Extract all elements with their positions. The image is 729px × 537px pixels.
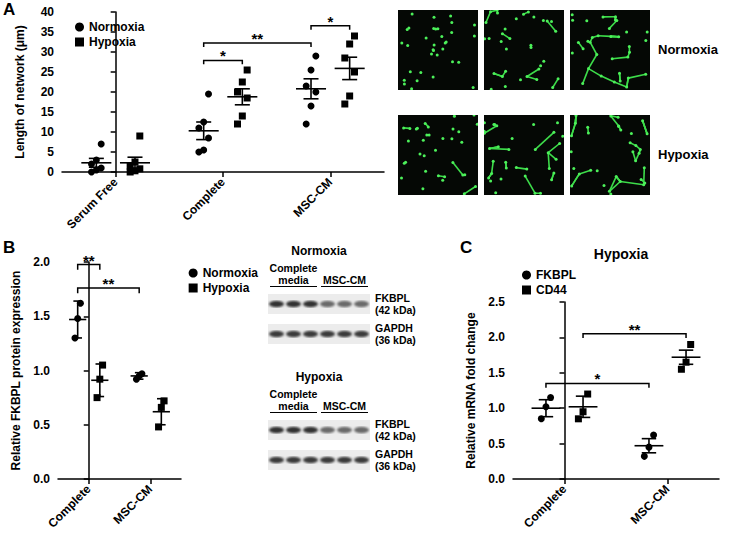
html-text:Complete media: Complete media <box>269 388 318 412</box>
svg-text:0.5: 0.5 <box>488 437 505 451</box>
svg-text:15: 15 <box>41 105 55 119</box>
svg-text:1.5: 1.5 <box>33 309 50 323</box>
svg-text:1.0: 1.0 <box>488 401 505 415</box>
svg-text:*: * <box>327 13 333 30</box>
svg-text:Serum Free: Serum Free <box>64 175 121 232</box>
svg-text:40: 40 <box>41 5 55 19</box>
svg-text:Normoxia: Normoxia <box>203 266 259 280</box>
svg-text:2.5: 2.5 <box>488 295 505 309</box>
html-text:Hypoxia: Hypoxia <box>658 147 709 162</box>
svg-text:0: 0 <box>47 165 54 179</box>
html-text:FKBPL: FKBPL <box>375 292 410 304</box>
html-text:(42 kDa): (42 kDa) <box>375 304 416 316</box>
svg-text:2.0: 2.0 <box>33 255 50 269</box>
svg-text:0.0: 0.0 <box>488 472 505 486</box>
svg-text:2.0: 2.0 <box>488 330 505 344</box>
svg-text:Hypoxia: Hypoxia <box>89 35 136 49</box>
svg-text:Hypoxia: Hypoxia <box>594 246 649 262</box>
html-text:MSC-CM: MSC-CM <box>322 274 367 286</box>
svg-text:10: 10 <box>41 125 55 139</box>
svg-text:5: 5 <box>47 145 54 159</box>
svg-text:25: 25 <box>41 65 55 79</box>
svg-text:*: * <box>595 370 601 387</box>
svg-text:*: * <box>220 47 226 64</box>
html-text:FKBPL: FKBPL <box>375 418 410 430</box>
html-text:(42 kDa): (42 kDa) <box>375 430 416 442</box>
svg-text:Normoxia: Normoxia <box>89 20 145 34</box>
svg-text:**: ** <box>103 275 115 292</box>
svg-text:1.5: 1.5 <box>488 366 505 380</box>
svg-text:FKBPL: FKBPL <box>536 268 576 282</box>
svg-text:MSC-CM: MSC-CM <box>110 482 155 527</box>
svg-text:**: ** <box>629 321 641 338</box>
svg-text:Complete: Complete <box>179 175 228 224</box>
html-text:Complete media: Complete media <box>269 262 318 286</box>
svg-text:0.0: 0.0 <box>33 472 50 486</box>
html-text:A: A <box>3 0 16 19</box>
svg-text:Complete: Complete <box>45 482 94 531</box>
svg-text:Relative mRNA fold change: Relative mRNA fold change <box>464 312 478 469</box>
svg-text:CD44: CD44 <box>536 283 567 297</box>
svg-text:20: 20 <box>41 85 55 99</box>
html-text:(36 kDa): (36 kDa) <box>375 460 416 472</box>
svg-text:0.5: 0.5 <box>33 418 50 432</box>
svg-text:MSC-CM: MSC-CM <box>628 482 673 527</box>
html-text:Normoxia: Normoxia <box>291 244 347 258</box>
html-text:MSC-CM: MSC-CM <box>322 400 367 412</box>
svg-text:35: 35 <box>41 25 55 39</box>
svg-text:30: 30 <box>41 45 55 59</box>
html-text:Normoxia: Normoxia <box>658 42 718 57</box>
html-text:GAPDH: GAPDH <box>375 322 413 334</box>
html-text:GAPDH: GAPDH <box>375 448 413 460</box>
html-text:Hypoxia: Hypoxia <box>295 370 343 384</box>
svg-text:**: ** <box>252 30 264 47</box>
svg-text:Length of network (μm): Length of network (μm) <box>13 25 27 158</box>
html-text:B: B <box>3 238 16 257</box>
svg-text:**: ** <box>83 252 95 269</box>
svg-text:Complete: Complete <box>521 482 570 531</box>
svg-text:Hypoxia: Hypoxia <box>203 281 250 295</box>
svg-text:MSC-CM: MSC-CM <box>291 175 336 220</box>
html-text:(36 kDa): (36 kDa) <box>375 334 416 346</box>
svg-text:Relative FKBPL protein express: Relative FKBPL protein expression <box>9 271 23 471</box>
html-text:C: C <box>460 238 473 257</box>
svg-text:1.0: 1.0 <box>33 364 50 378</box>
